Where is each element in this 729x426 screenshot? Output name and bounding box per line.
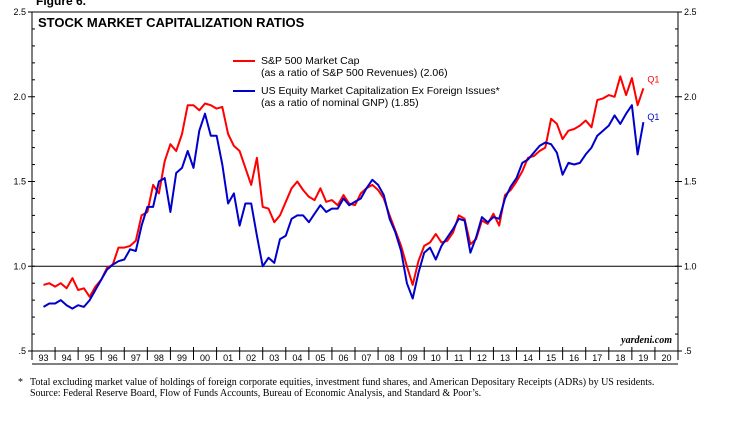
x-tick-label: 20	[661, 353, 671, 363]
y-tick-label-right: 1.5	[684, 177, 697, 187]
series-layer: Q1 Q1	[42, 74, 659, 310]
series-line-1	[43, 75, 645, 298]
x-tick-label: 16	[569, 353, 579, 363]
watermark: yardeni.com	[620, 335, 672, 346]
x-tick-label: 07	[362, 353, 372, 363]
legend: S&P 500 Market Cap(as a ratio of S&P 500…	[233, 55, 500, 109]
x-tick-label: 06	[338, 353, 348, 363]
x-tick-label: 19	[638, 353, 648, 363]
x-tick-label: 96	[108, 353, 118, 363]
footnote-marker: *	[18, 377, 23, 388]
footnote-source: Source: Federal Reserve Board, Flow of F…	[30, 388, 482, 399]
series-end-label-2: Q1	[647, 112, 659, 122]
plot-frame	[31, 11, 679, 352]
x-tick-label: 94	[62, 353, 72, 363]
y-tick-label-right: 1.0	[684, 261, 697, 271]
x-tick-label: 14	[523, 353, 533, 363]
y-axis-right: .5 1.0 1.5 2.0 2.5	[675, 7, 697, 356]
x-tick-label: 12	[477, 353, 487, 363]
y-tick-label-left: 2.5	[13, 7, 26, 17]
x-tick-label: 01	[223, 353, 233, 363]
footnote-line1: Total excluding market value of holdings…	[30, 377, 655, 388]
x-tick-label: 03	[269, 353, 279, 363]
x-tick-label: 00	[200, 353, 210, 363]
series-end-label-1: Q1	[647, 74, 659, 84]
x-tick-label: 11	[454, 353, 463, 363]
y-tick-label-right: .5	[684, 346, 692, 356]
y-tick-label-left: 1.0	[13, 261, 26, 271]
x-tick-label: 95	[85, 353, 95, 363]
x-axis: 93 94 95 96 97 98 99 00 01 02 03 04 05 06 07 08 09 10 11 12…	[31, 347, 679, 365]
y-tick-label-left: 2.0	[13, 92, 26, 102]
y-axis-left: .5 1.0 1.5 2.0 2.5	[13, 7, 35, 356]
x-tick-label: 10	[431, 353, 441, 363]
x-tick-label: 17	[592, 353, 602, 363]
x-tick-label: 15	[546, 353, 556, 363]
y-tick-label-right: 2.5	[684, 7, 697, 17]
x-tick-label: 09	[408, 353, 418, 363]
y-tick-label-left: .5	[18, 346, 26, 356]
legend-label-2: US Equity Market Capitalization Ex Forei…	[261, 85, 500, 97]
x-tick-label: 98	[154, 353, 164, 363]
legend-sublabel-2: (as a ratio of nominal GNP) (1.85)	[261, 97, 419, 109]
x-tick-label: 93	[39, 353, 49, 363]
x-tick-label: 02	[246, 353, 256, 363]
x-tick-label: 13	[500, 353, 510, 363]
x-tick-label: 97	[131, 353, 141, 363]
x-tick-label: 05	[315, 353, 325, 363]
x-tick-label: 04	[292, 353, 302, 363]
y-tick-label-right: 2.0	[684, 92, 697, 102]
figure-label: Figure 6.	[36, 0, 87, 8]
footnote: * Total excluding market value of holding…	[18, 377, 718, 399]
y-tick-label-left: 1.5	[13, 177, 26, 187]
legend-sublabel-1: (as a ratio of S&P 500 Revenues) (2.06)	[261, 67, 448, 79]
x-tick-label: 18	[615, 353, 625, 363]
chart-title: STOCK MARKET CAPITALIZATION RATIOS	[38, 15, 305, 30]
x-tick-label: 08	[385, 353, 395, 363]
series-line-2	[42, 104, 645, 310]
x-tick-label: 99	[177, 353, 187, 363]
legend-label-1: S&P 500 Market Cap	[261, 55, 360, 67]
